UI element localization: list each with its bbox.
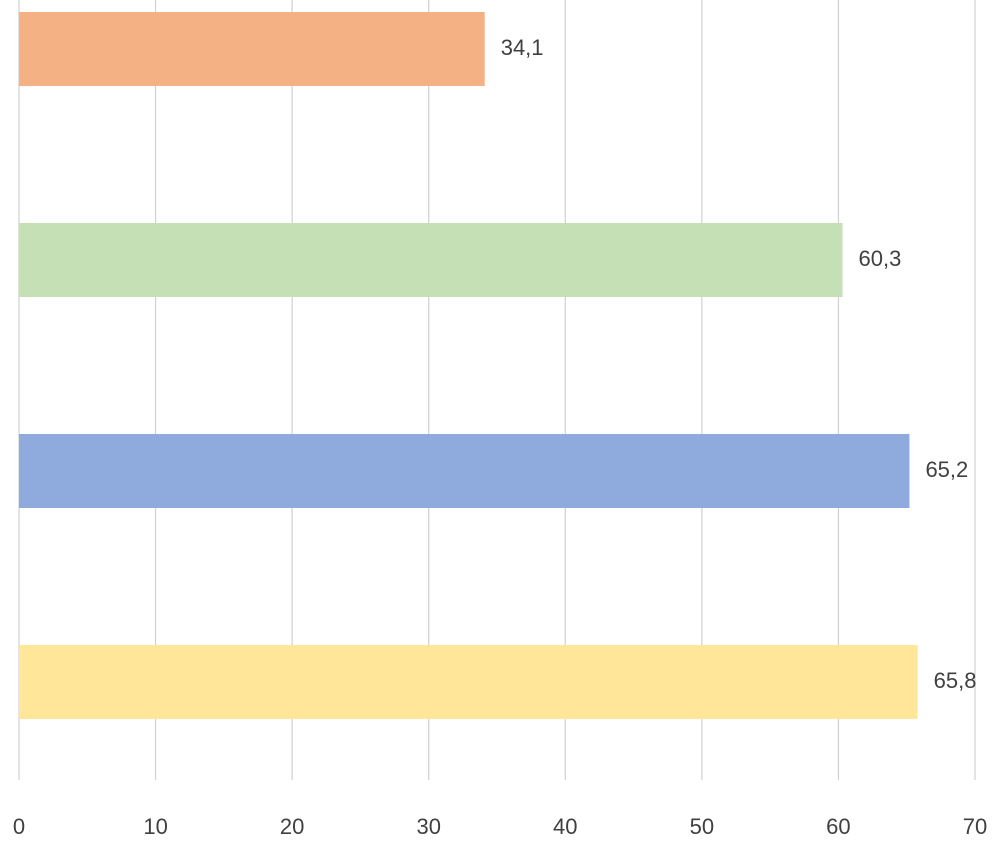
value-label: 34,1 xyxy=(501,35,544,60)
bar xyxy=(19,434,910,508)
x-tick-label: 10 xyxy=(143,814,167,839)
x-tick-label: 50 xyxy=(690,814,714,839)
x-tick-label: 70 xyxy=(963,814,987,839)
x-tick-label: 0 xyxy=(13,814,25,839)
value-label: 65,2 xyxy=(925,457,968,482)
x-tick-label: 20 xyxy=(280,814,304,839)
bar xyxy=(19,645,918,719)
value-label: 60,3 xyxy=(859,246,902,271)
x-tick-label: 40 xyxy=(553,814,577,839)
bar xyxy=(19,12,485,86)
bar xyxy=(19,223,843,297)
x-tick-label: 30 xyxy=(416,814,440,839)
value-label: 65,8 xyxy=(934,668,977,693)
x-tick-label: 60 xyxy=(826,814,850,839)
